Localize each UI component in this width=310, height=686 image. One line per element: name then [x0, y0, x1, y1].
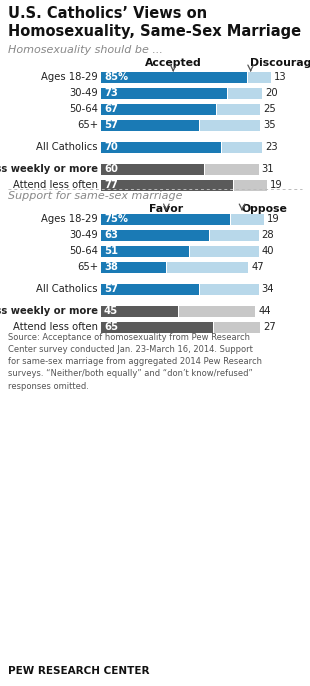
Text: 75%: 75% — [104, 214, 128, 224]
Bar — [200, 119, 260, 130]
Text: Source: Acceptance of homosexuality from Pew Research
Center survey conducted Ja: Source: Acceptance of homosexuality from… — [8, 333, 262, 390]
Bar — [101, 119, 199, 130]
Text: Attend Mass weekly or more: Attend Mass weekly or more — [0, 164, 98, 174]
Text: 85%: 85% — [104, 72, 128, 82]
Text: 65+: 65+ — [77, 262, 98, 272]
Text: 19: 19 — [270, 180, 283, 190]
Bar — [214, 322, 260, 333]
Bar — [231, 213, 264, 224]
Text: 23: 23 — [265, 142, 277, 152]
Text: 34: 34 — [262, 284, 274, 294]
Bar — [101, 163, 204, 174]
Text: Attend Mass weekly or more: Attend Mass weekly or more — [0, 306, 98, 316]
Text: Oppose: Oppose — [241, 204, 287, 214]
Text: 40: 40 — [262, 246, 274, 256]
Bar — [210, 230, 259, 241]
Text: 47: 47 — [251, 262, 264, 272]
Bar — [101, 230, 209, 241]
Text: Accepted: Accepted — [145, 58, 202, 68]
Text: 30-49: 30-49 — [69, 230, 98, 240]
Bar — [179, 305, 255, 316]
Text: Attend less often: Attend less often — [13, 180, 98, 190]
Text: 44: 44 — [258, 306, 271, 316]
Bar — [222, 141, 262, 152]
Text: 50-64: 50-64 — [69, 246, 98, 256]
Bar — [101, 213, 230, 224]
Text: 65: 65 — [104, 322, 118, 332]
Bar — [101, 180, 233, 191]
Bar — [101, 104, 216, 115]
Text: 20: 20 — [265, 88, 277, 98]
Bar — [101, 71, 247, 82]
Text: Discouraged: Discouraged — [250, 58, 310, 68]
Text: 70: 70 — [104, 142, 118, 152]
Bar — [234, 180, 267, 191]
Text: Ages 18-29: Ages 18-29 — [41, 72, 98, 82]
Text: All Catholics: All Catholics — [37, 284, 98, 294]
Text: 51: 51 — [104, 246, 118, 256]
Text: 63: 63 — [104, 230, 118, 240]
Bar — [228, 88, 262, 99]
Text: 28: 28 — [262, 230, 274, 240]
Text: 73: 73 — [104, 88, 118, 98]
Bar — [167, 261, 248, 272]
Bar — [190, 246, 259, 257]
Bar — [101, 88, 227, 99]
Text: 77: 77 — [104, 180, 118, 190]
Bar — [101, 246, 189, 257]
Bar — [101, 261, 166, 272]
Text: Attend less often: Attend less often — [13, 322, 98, 332]
Text: Favor: Favor — [149, 204, 184, 214]
Text: 31: 31 — [262, 164, 274, 174]
Bar — [101, 322, 213, 333]
Bar — [200, 283, 259, 294]
Text: Homosexuality should be ...: Homosexuality should be ... — [8, 45, 163, 55]
Bar — [101, 283, 199, 294]
Bar — [205, 163, 259, 174]
Text: All Catholics: All Catholics — [37, 142, 98, 152]
Bar — [217, 104, 260, 115]
Text: 50-64: 50-64 — [69, 104, 98, 114]
Bar — [248, 71, 271, 82]
Text: 30-49: 30-49 — [69, 88, 98, 98]
Text: 35: 35 — [263, 120, 276, 130]
Text: 65+: 65+ — [77, 120, 98, 130]
Bar — [101, 305, 178, 316]
Text: 27: 27 — [263, 322, 276, 332]
Text: PEW RESEARCH CENTER: PEW RESEARCH CENTER — [8, 666, 149, 676]
Text: Ages 18-29: Ages 18-29 — [41, 214, 98, 224]
Text: 60: 60 — [104, 164, 118, 174]
Text: Support for same-sex marriage: Support for same-sex marriage — [8, 191, 183, 201]
Bar — [101, 141, 221, 152]
Text: 13: 13 — [273, 72, 286, 82]
Text: 57: 57 — [104, 120, 118, 130]
Text: 25: 25 — [263, 104, 276, 114]
Text: 19: 19 — [267, 214, 279, 224]
Text: 38: 38 — [104, 262, 118, 272]
Text: 45: 45 — [104, 306, 118, 316]
Text: U.S. Catholics’ Views on
Homosexuality, Same-Sex Marriage: U.S. Catholics’ Views on Homosexuality, … — [8, 6, 301, 39]
Text: 57: 57 — [104, 284, 118, 294]
Text: 67: 67 — [104, 104, 118, 114]
